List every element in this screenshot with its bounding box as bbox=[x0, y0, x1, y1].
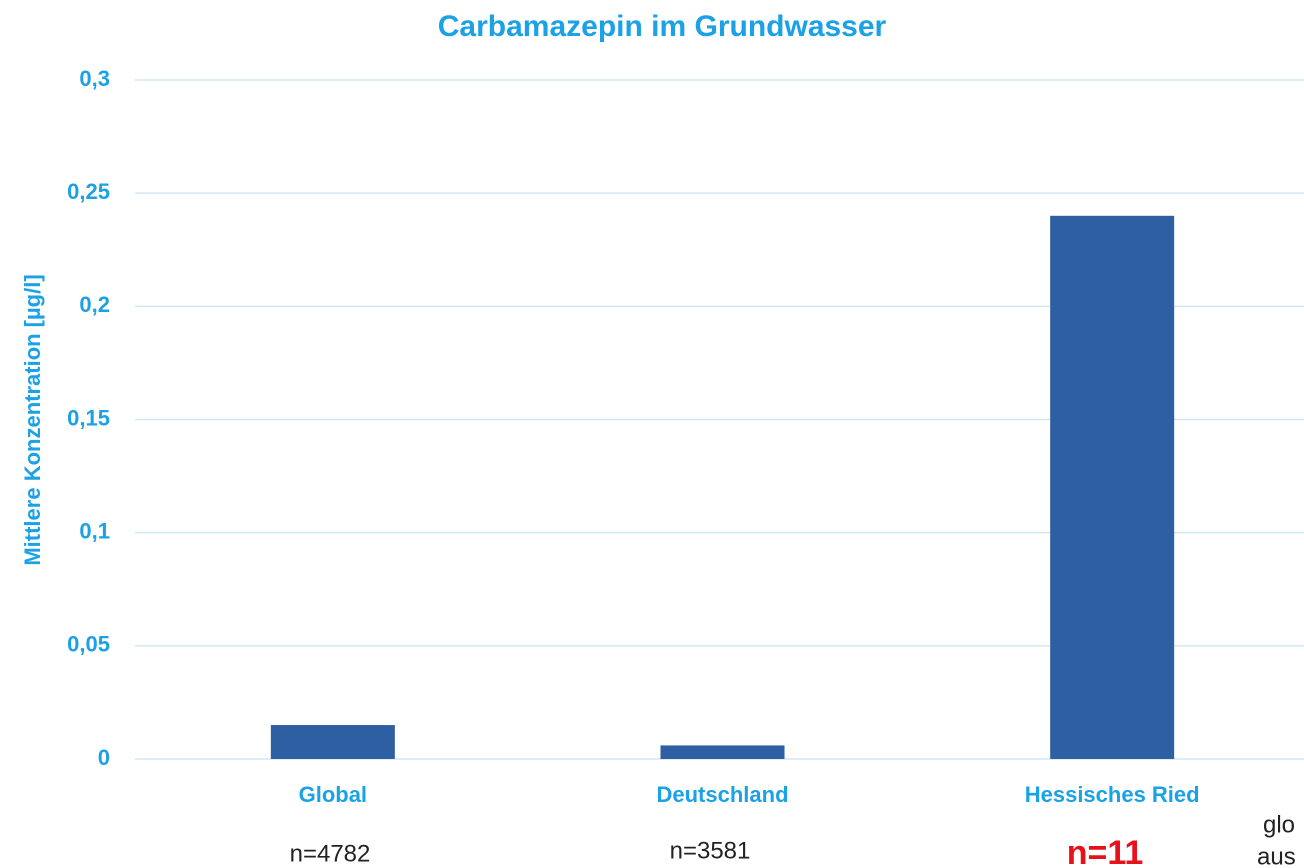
bar bbox=[660, 745, 785, 759]
chart-title: Carbamazepin im Grundwasser bbox=[438, 10, 887, 43]
annotation: n=11 bbox=[1067, 834, 1144, 868]
annotation: n=3581 bbox=[670, 837, 751, 864]
annotation: aus bbox=[1257, 843, 1296, 868]
y-tick-label: 0,3 bbox=[79, 66, 110, 91]
y-tick-label: 0,25 bbox=[67, 179, 110, 204]
x-tick-label: Deutschland bbox=[656, 782, 788, 807]
y-tick-label: 0,05 bbox=[67, 632, 110, 657]
y-tick-label: 0 bbox=[98, 745, 110, 770]
y-tick-label: 0,2 bbox=[79, 292, 110, 317]
annotation: glo bbox=[1263, 811, 1295, 838]
y-tick-label: 0,1 bbox=[79, 518, 110, 543]
y-axis-label: Mittlere Konzentration [µg/l] bbox=[20, 274, 45, 565]
bar bbox=[270, 725, 395, 759]
annotation: n=4782 bbox=[290, 840, 371, 867]
y-tick-label: 0,15 bbox=[67, 405, 110, 430]
bar bbox=[1050, 215, 1175, 760]
x-tick-label: Hessisches Ried bbox=[1025, 782, 1200, 807]
x-tick-label: Global bbox=[299, 782, 367, 807]
